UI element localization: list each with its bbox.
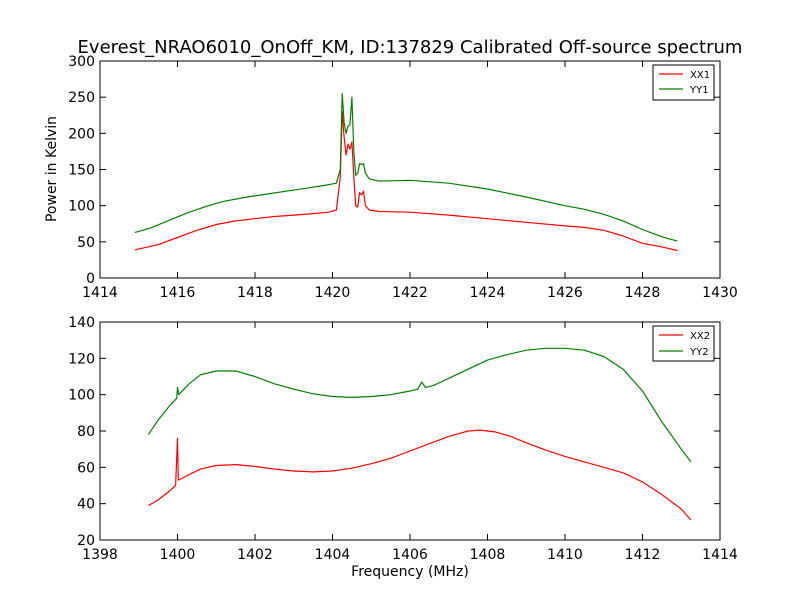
x-tick-label: 1426: [547, 285, 583, 301]
series-line-yy1: [134, 93, 678, 242]
y-tick-label: 60: [77, 460, 95, 476]
top-legend: XX1 YY1: [652, 64, 715, 101]
bottom-legend: XX2 YY2: [652, 325, 715, 362]
series-line-yy2: [147, 347, 692, 463]
y-tick-label: 50: [77, 235, 95, 251]
x-tick-label: 1420: [315, 285, 351, 301]
bottom-spectrum-plot: Frequency (MHz) 1398 1400 1402 1404 1406 1408…: [68, 315, 738, 580]
y-tick-label: 250: [68, 90, 95, 106]
legend-label-yy2: YY2: [689, 347, 709, 358]
y-tick-label: 80: [77, 424, 95, 440]
x-tick-label: 1404: [315, 547, 351, 563]
x-tick-label: 1408: [470, 547, 506, 563]
x-tick-label: 1406: [392, 547, 428, 563]
x-tick-label: 1414: [702, 547, 738, 563]
x-tick-label: 1398: [82, 547, 118, 563]
x-tick-label: 1416: [160, 285, 196, 301]
top-axis-ticks: 1414 1416 1418 1420 1422 1424 1426 1428 1430 0 50 1…: [68, 54, 738, 301]
x-axis-label: Frequency (MHz): [351, 564, 469, 580]
y-tick-label: 100: [68, 199, 95, 215]
y-tick-label: 120: [68, 351, 95, 367]
legend-label-xx2: XX2: [690, 331, 710, 342]
x-tick-label: 1414: [82, 285, 118, 301]
x-tick-label: 1402: [237, 547, 273, 563]
bottom-axis-ticks: 1398 1400 1402 1404 1406 1408 1410 1412 1414 20 40…: [68, 315, 738, 563]
x-tick-label: 1430: [702, 285, 738, 301]
y-axis-label: Power in Kelvin: [44, 116, 60, 222]
bottom-plot-frame: [99, 321, 721, 541]
y-tick-label: 140: [68, 315, 95, 331]
x-tick-label: 1410: [547, 547, 583, 563]
top-plot-frame: [99, 60, 721, 279]
y-tick-label: 300: [68, 54, 95, 70]
legend-box: [652, 64, 715, 101]
y-tick-label: 20: [77, 533, 95, 549]
bottom-series-lines: [147, 347, 692, 521]
y-tick-label: 200: [68, 126, 95, 142]
y-tick-label: 150: [68, 163, 95, 179]
y-tick-label: 100: [68, 388, 95, 404]
legend-box: [652, 325, 715, 362]
x-tick-label: 1424: [470, 285, 506, 301]
legend-label-xx1: XX1: [690, 70, 710, 81]
legend-label-yy1: YY1: [689, 85, 709, 96]
x-tick-label: 1422: [392, 285, 428, 301]
top-spectrum-plot: Everest_NRAO6010_OnOff_KM, ID:137829 Cal…: [44, 37, 742, 301]
x-tick-label: 1428: [625, 285, 661, 301]
series-line-xx2: [148, 429, 692, 521]
x-tick-label: 1400: [160, 547, 196, 563]
y-tick-label: 0: [86, 271, 95, 287]
y-tick-label: 40: [77, 497, 95, 513]
chart-title: Everest_NRAO6010_OnOff_KM, ID:137829 Cal…: [78, 37, 743, 58]
series-line-xx1: [134, 111, 678, 252]
x-tick-label: 1418: [237, 285, 273, 301]
x-tick-label: 1412: [625, 547, 661, 563]
top-series-lines: [134, 93, 678, 252]
